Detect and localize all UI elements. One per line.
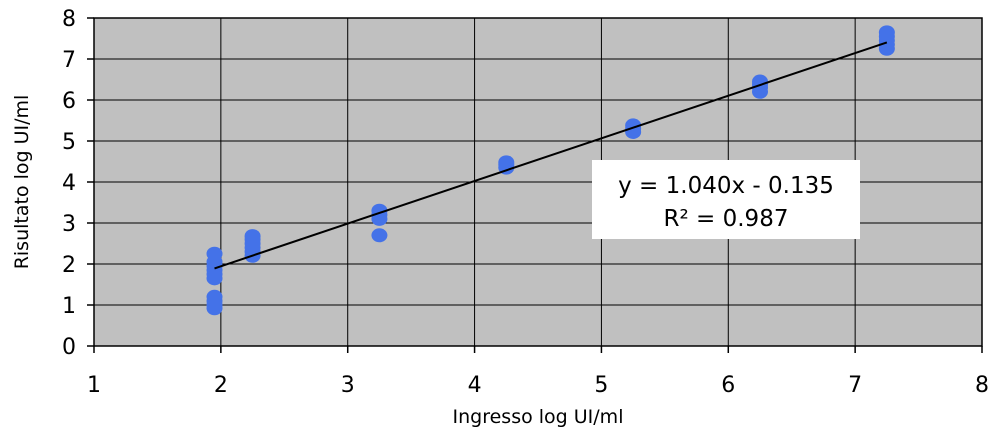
y-tick-label: 4 xyxy=(62,171,76,196)
data-point xyxy=(206,289,223,304)
y-tick-label: 1 xyxy=(62,294,76,319)
data-point xyxy=(244,229,261,244)
y-tick-label: 0 xyxy=(62,335,76,360)
regression-annotation: y = 1.040x - 0.135 R² = 0.987 xyxy=(592,160,860,239)
x-tick-label: 6 xyxy=(721,373,735,398)
x-axis-title: Ingresso log UI/ml xyxy=(453,406,624,428)
y-tick-label: 6 xyxy=(62,89,76,114)
x-tick-label: 3 xyxy=(341,373,355,398)
axes xyxy=(87,17,983,353)
annotation-box xyxy=(592,160,860,239)
x-tick-label: 5 xyxy=(594,373,608,398)
x-tick-label: 1 xyxy=(87,373,101,398)
y-tick-label: 7 xyxy=(62,48,76,73)
x-tick-label: 4 xyxy=(468,373,482,398)
data-point xyxy=(878,25,895,40)
data-point xyxy=(752,74,768,89)
trendline xyxy=(214,41,888,270)
data-point xyxy=(206,246,223,261)
x-tick-label: 8 xyxy=(975,373,989,398)
annotation-equation: y = 1.040x - 0.135 xyxy=(618,173,834,199)
x-tick-label: 7 xyxy=(848,373,862,398)
x-tick-label: 2 xyxy=(214,373,228,398)
y-tick-label: 5 xyxy=(62,130,76,155)
data-point xyxy=(371,228,388,243)
y-tick-label: 2 xyxy=(62,253,76,278)
y-axis-title: Risultato log UI/ml xyxy=(11,95,33,270)
y-tick-label: 3 xyxy=(62,212,76,237)
trendline-group xyxy=(214,41,888,270)
annotation-r2: R² = 0.987 xyxy=(664,206,789,232)
data-point xyxy=(498,155,515,170)
y-tick-label: 8 xyxy=(62,7,76,32)
